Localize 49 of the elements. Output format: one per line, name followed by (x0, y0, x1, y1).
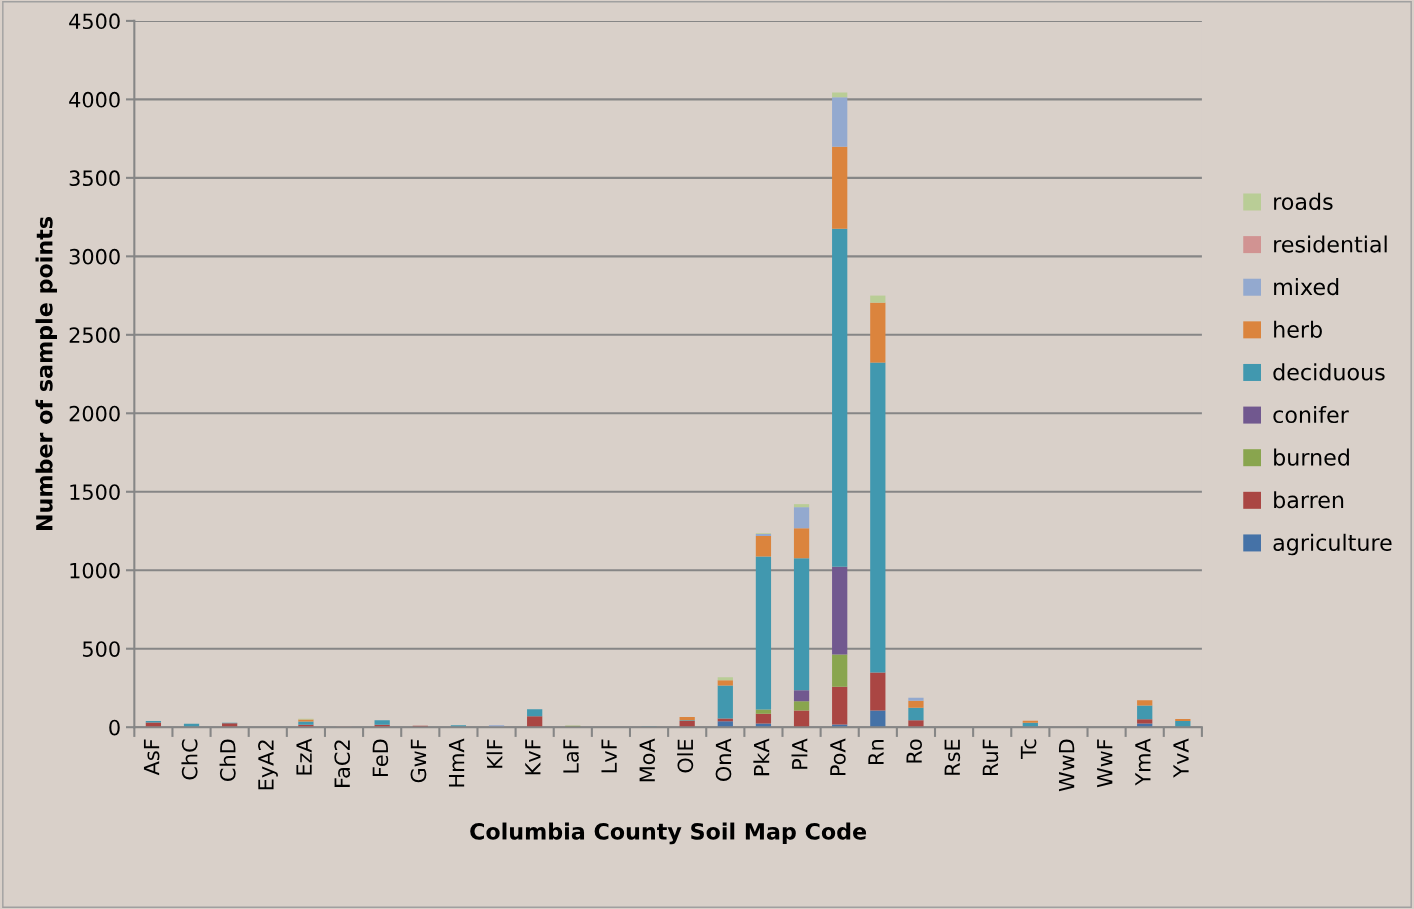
legend-label: agriculture (1273, 533, 1392, 556)
legend-label: herb (1274, 320, 1322, 338)
x-tick-label: OnA (715, 738, 732, 781)
x-tick-label: MoA (639, 738, 656, 782)
y-tick-label: 2000 (69, 405, 120, 422)
x-tick-label: AsF (143, 739, 160, 776)
y-tick-label: 500 (82, 641, 120, 657)
legend-label: residential (1274, 235, 1387, 253)
y-tick-label: 3000 (69, 248, 120, 265)
x-tick-label: WwF (1097, 739, 1113, 788)
legend-label: barren (1274, 491, 1344, 509)
x-tick-label: RuF (982, 739, 999, 775)
legend-label: deciduous (1273, 363, 1385, 381)
x-tick-label: KvF (525, 739, 541, 775)
x-tick-label: KlF (486, 739, 503, 768)
x-tick-label: ChC (181, 739, 198, 780)
x-tick-label: RsE (944, 739, 961, 775)
x-tick-label: YmA (1135, 738, 1151, 786)
x-tick-label: GwF (410, 739, 427, 783)
y-tick-label: 1500 (70, 484, 120, 500)
x-tick-label: Ro (906, 739, 922, 763)
x-tick-label: LaF (563, 739, 579, 773)
x-tick-label: FeD (372, 739, 389, 776)
x-tick-label: PkA (753, 738, 770, 776)
x-tick-label: EyA2 (258, 740, 278, 790)
legend-label: roads (1274, 192, 1333, 211)
x-axis-title: Columbia County Soil Map Code (470, 822, 867, 845)
legend-label: conifer (1273, 405, 1349, 424)
x-tick-label: ChD (219, 739, 236, 781)
y-tick-label: 1000 (70, 562, 120, 579)
legend-label: burned (1274, 448, 1349, 466)
x-tick-label: PoA (830, 738, 846, 776)
x-tick-label: Rn (868, 740, 884, 764)
x-tick-label: FaC2 (334, 740, 351, 787)
y-tick-label: 0 (109, 719, 120, 736)
y-tick-label: 4000 (69, 91, 120, 108)
y-tick-label: 3500 (69, 170, 120, 187)
legend-label: mixed (1274, 278, 1339, 296)
y-tick-label: 2500 (69, 327, 120, 344)
x-tick-label: PlA (791, 738, 808, 769)
x-tick-label: HmA (448, 738, 465, 787)
x-tick-label: LvF (601, 739, 617, 773)
y-axis-title: Number of sample points (35, 217, 57, 531)
x-tick-label: Tc (1020, 739, 1037, 760)
y-tick-label: 4500 (69, 13, 120, 30)
x-tick-label: OlE (677, 739, 694, 773)
x-tick-label: EzA (296, 738, 312, 775)
x-tick-label: WwD (1059, 739, 1075, 792)
x-tick-label: YvA (1173, 738, 1189, 778)
